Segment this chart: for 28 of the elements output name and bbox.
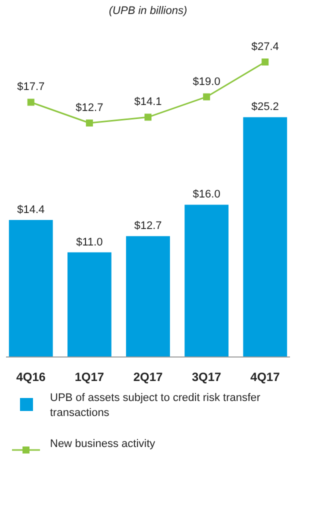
point	[262, 58, 269, 66]
bar	[67, 252, 112, 357]
data-label: $16.0	[192, 188, 220, 201]
x-tick-label: 4Q16	[16, 370, 46, 384]
bar	[184, 204, 229, 357]
point	[86, 119, 93, 126]
bar	[8, 220, 53, 357]
data-label: $17.7	[17, 81, 45, 94]
legend-label: New business activity	[50, 438, 156, 450]
data-label: $11.0	[76, 236, 103, 248]
point	[144, 114, 152, 121]
data-label: $19.0	[192, 76, 220, 88]
x-tick-label: 4Q17	[250, 370, 280, 384]
data-label: $27.4	[251, 41, 279, 53]
x-tick-label: 2Q17	[133, 370, 163, 384]
data-label: $14.1	[134, 96, 162, 108]
point	[203, 93, 210, 100]
chart-title: (UPB in billions)	[108, 5, 188, 17]
x-tick-label: 1Q17	[74, 370, 104, 384]
point	[27, 98, 34, 106]
bar	[126, 236, 170, 357]
data-label: $25.2	[251, 101, 279, 114]
data-label: $14.4	[17, 204, 45, 216]
legend-label: UPB of assets subject to credit risk transfer transactions	[50, 392, 261, 419]
x-tick-label: 3Q17	[192, 370, 222, 384]
data-label: $12.7	[76, 102, 104, 114]
bar	[243, 117, 288, 357]
data-label: $12.7	[134, 220, 162, 232]
